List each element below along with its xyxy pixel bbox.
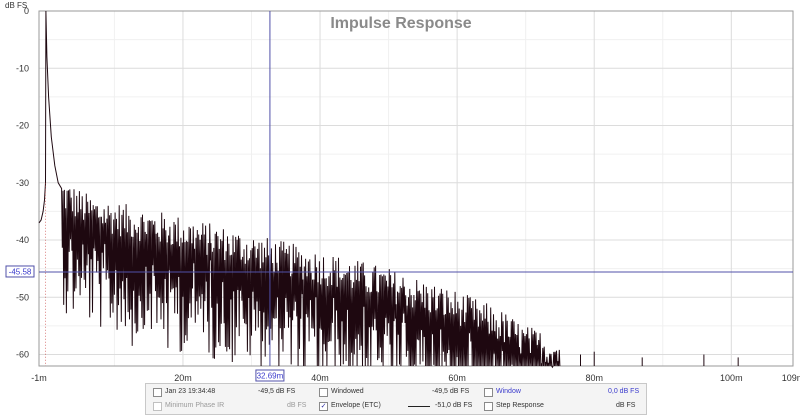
x-tick-label: 80m (585, 373, 603, 383)
y-tick-label: 0 (24, 6, 29, 16)
x-tick-label: 60m (448, 373, 466, 383)
checkbox-step-response[interactable] (484, 402, 493, 411)
x-tick-labels: -1m 20m 40m 60m 80m 100m 109m (31, 373, 800, 383)
legend-row-1: Jan 23 19:34:48 -49,5 dB FS Windowed -49… (146, 385, 646, 399)
impulse-envelope-line (38, 10, 561, 369)
chart-title: Impulse Response (330, 15, 471, 32)
envelope-label: Envelope (ETC) (331, 402, 381, 409)
step-response-value: dB FS (616, 402, 636, 409)
series-impulse (38, 10, 739, 369)
x-tick-label: 109m (782, 373, 800, 383)
checkbox-windowed[interactable] (319, 388, 328, 397)
x-tick-label: 40m (311, 373, 329, 383)
window-value: 0,0 dB FS (608, 388, 640, 395)
cursor-x-label: 32.69m (257, 372, 284, 381)
trace-label: Jan 23 19:34:48 (165, 388, 216, 395)
checkbox-minimum-phase[interactable] (153, 402, 162, 411)
cursor[interactable]: 32.69m -45.58 (5, 11, 793, 382)
y-tick-label: -50 (16, 292, 29, 302)
legend-panel: Jan 23 19:34:48 -49,5 dB FS Windowed -49… (145, 383, 647, 415)
window-label: Window (496, 388, 521, 395)
envelope-value: -51,0 dB FS (435, 402, 473, 409)
x-tick-label: -1m (31, 373, 47, 383)
checkbox-window[interactable] (484, 388, 493, 397)
windowed-value: -49,5 dB FS (432, 388, 470, 395)
y-tick-label: -30 (16, 178, 29, 188)
minimum-phase-value: dB FS (287, 402, 307, 409)
x-tick-label: 20m (174, 373, 192, 383)
x-tick-label: 100m (720, 373, 743, 383)
cursor-y-label-box (5, 265, 35, 278)
minimum-phase-label: Minimum Phase IR (165, 402, 225, 409)
y-tick-label: -10 (16, 63, 29, 73)
windowed-label: Windowed (331, 388, 364, 395)
envelope-line-sample (408, 406, 430, 407)
legend-row-2: Minimum Phase IR dB FS ✓ Envelope (ETC) … (146, 399, 646, 413)
y-axis-label: dB FS (5, 1, 27, 10)
cursor-x-label-box (255, 369, 285, 382)
y-tick-label: -20 (16, 121, 29, 131)
checkbox-trace[interactable] (153, 388, 162, 397)
y-tick-label: -60 (16, 350, 29, 360)
cursor-y-label: -45.58 (9, 267, 32, 276)
trace-value: -49,5 dB FS (258, 388, 296, 395)
y-tick-label: -40 (16, 235, 29, 245)
y-tick-labels: 0 -10 -20 -30 -40 -50 -60 (16, 6, 29, 360)
checkbox-envelope[interactable]: ✓ (319, 402, 328, 411)
step-response-label: Step Response (496, 402, 544, 409)
